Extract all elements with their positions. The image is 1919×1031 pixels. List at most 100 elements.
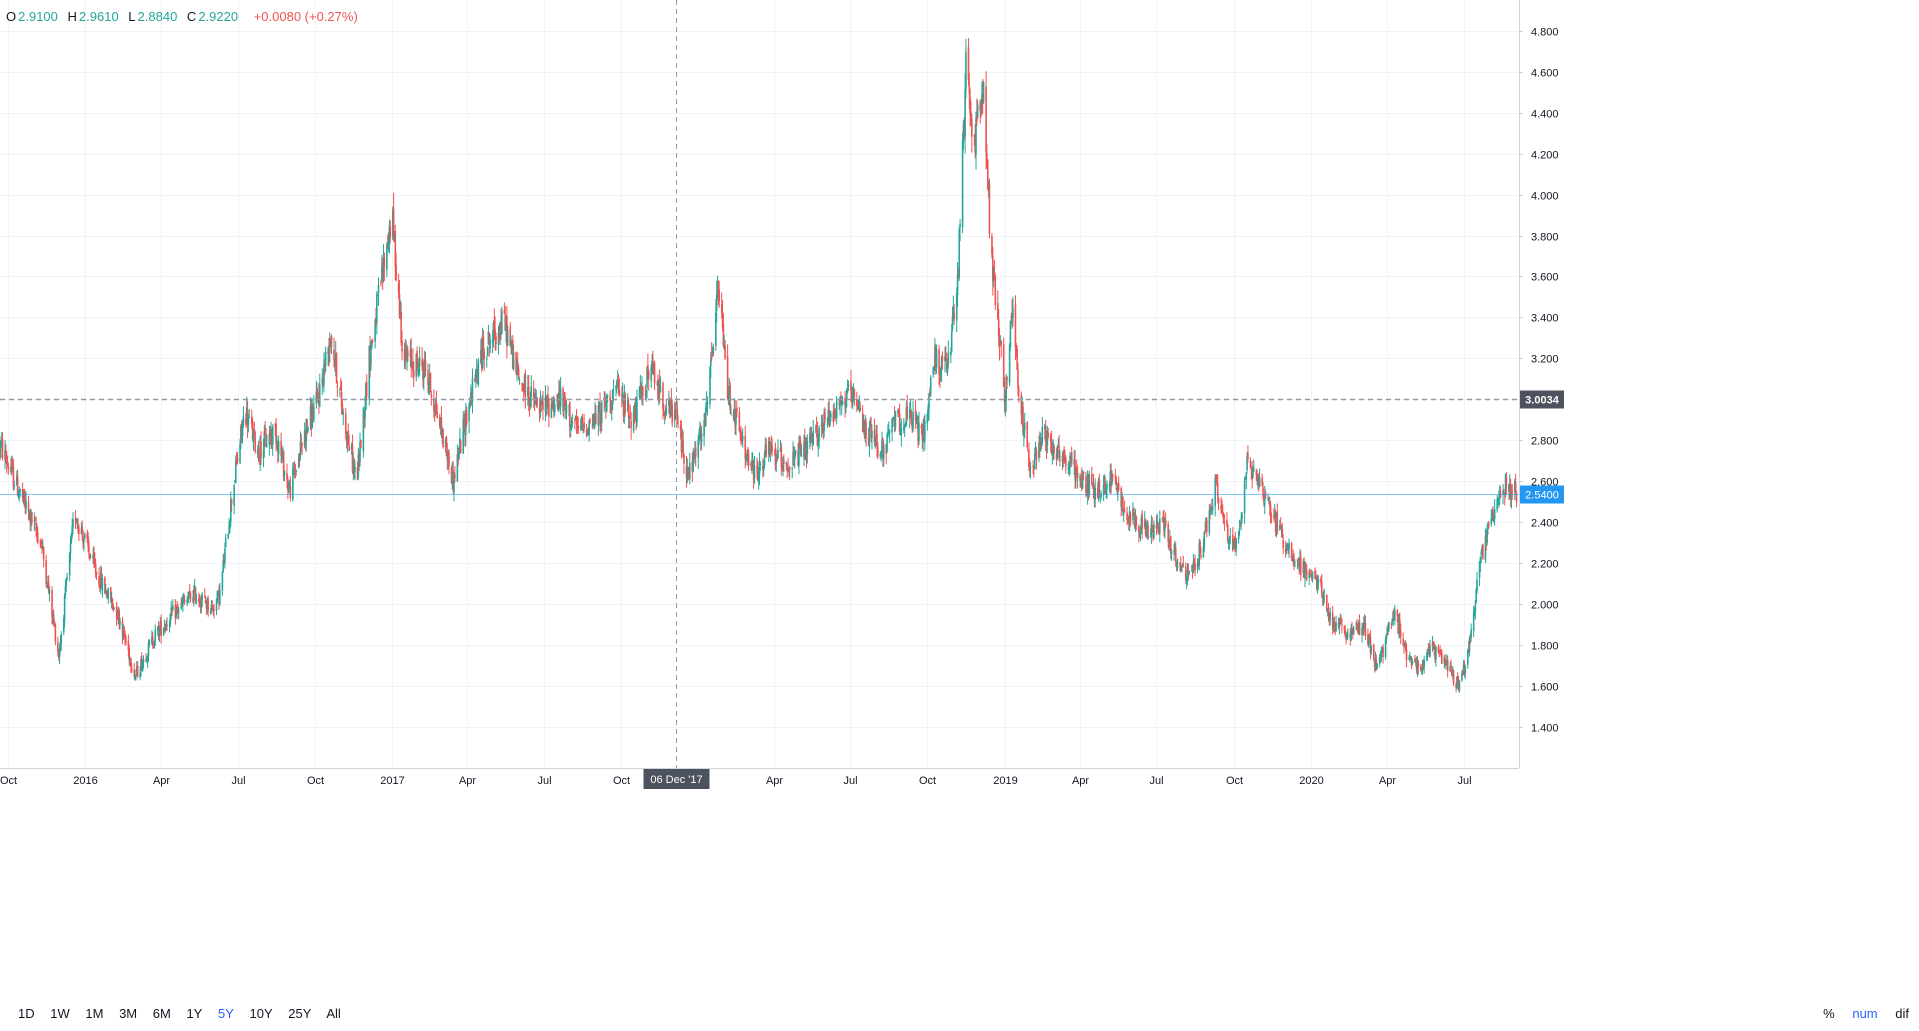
range-1w[interactable]: 1W [50, 1006, 70, 1021]
candle-body [1246, 455, 1248, 471]
candle-body [1129, 513, 1132, 522]
candle-body [1227, 540, 1230, 542]
candle-body [522, 387, 525, 393]
candle-body [908, 409, 911, 419]
time-axis[interactable]: Oct 2016 Apr Jul Oct 2017 Apr Jul Oct Apr Jul Oct 20… [0, 768, 1519, 790]
candle-body [517, 368, 520, 378]
candle-body [1286, 544, 1289, 547]
candle-body [262, 449, 265, 459]
candle-body [988, 184, 991, 234]
range-10y[interactable]: 10Y [249, 1006, 273, 1021]
candle-body [418, 357, 421, 366]
range-all[interactable]: All [326, 1006, 341, 1021]
range-6m[interactable]: 6M [152, 1006, 171, 1021]
range-5y[interactable]: 5Y [217, 1006, 234, 1021]
scale-percent[interactable]: % [1823, 1006, 1835, 1021]
candle-body [213, 608, 215, 611]
candle-body [1449, 666, 1451, 672]
candle-body [424, 359, 427, 372]
candle-body [921, 426, 924, 440]
candle-body [64, 586, 67, 595]
time-tick-label: Oct [307, 775, 324, 787]
candle-body [536, 398, 538, 406]
candle-body [741, 435, 744, 441]
candle-body [506, 315, 508, 346]
candle-body [165, 623, 167, 628]
range-1m[interactable]: 1M [85, 1006, 104, 1021]
candle-body [339, 388, 341, 390]
candle-body [345, 432, 348, 443]
range-1d[interactable]: 1D [18, 1006, 35, 1021]
candle-body [78, 526, 80, 534]
scale-num[interactable]: num [1852, 1006, 1878, 1021]
candle-body [28, 510, 31, 512]
candle-body [891, 418, 893, 433]
candle-body [979, 102, 982, 111]
candle-body [139, 672, 141, 677]
candle-body [1309, 569, 1311, 575]
candle-body [303, 430, 306, 446]
candle-body [951, 315, 954, 329]
candle-body [368, 345, 371, 400]
candle-body [1461, 672, 1464, 674]
candle-body [1188, 570, 1190, 574]
candle-body [967, 47, 970, 81]
candle-body [868, 426, 871, 447]
candle-body [647, 364, 649, 375]
candle-body [1310, 573, 1313, 579]
candle-body [1399, 629, 1402, 637]
candle-body [899, 432, 902, 435]
candle-body [1000, 341, 1002, 345]
candle-body [941, 356, 944, 361]
candle-body [440, 417, 443, 435]
candle-body [1380, 650, 1383, 658]
range-25y[interactable]: 25Y [288, 1006, 312, 1021]
candle-body [638, 387, 641, 398]
candle-body [211, 605, 214, 607]
candle-body [1032, 465, 1034, 467]
range-3m[interactable]: 3M [119, 1006, 138, 1021]
time-tick-label: Jul [537, 775, 551, 787]
candle-body [1232, 534, 1234, 551]
candle-body [545, 399, 548, 406]
candle-body [923, 424, 925, 439]
candle-body [867, 437, 870, 446]
candle-body [775, 461, 778, 464]
candle-body [677, 421, 679, 423]
candle-body [194, 587, 197, 603]
candle-body [301, 443, 303, 446]
candle-body [250, 416, 253, 424]
candle-body [1352, 628, 1355, 635]
candle-body [423, 359, 426, 369]
candle-body [1169, 535, 1172, 554]
candle-body [1190, 570, 1193, 572]
candle-body [1200, 555, 1202, 558]
scale-dif[interactable]: dif [1895, 1006, 1909, 1021]
candle-body [804, 439, 807, 459]
candle-body [1223, 520, 1226, 523]
candle-body [806, 441, 809, 455]
candle-body [839, 396, 841, 407]
candle-body [65, 580, 68, 586]
candle-body [798, 444, 800, 466]
candle-body [401, 340, 403, 352]
candle-body [1432, 641, 1435, 645]
price-tick-label: 4.000 [1531, 191, 1559, 203]
candle-body [417, 358, 419, 372]
candle-body [903, 426, 906, 428]
candle-body [593, 417, 595, 425]
candle-body [119, 621, 121, 625]
price-axis[interactable]: 1.4001.6001.8002.0002.2002.4002.6002.800… [1519, 0, 1919, 768]
candle-body [1109, 471, 1112, 488]
range-1y[interactable]: 1Y [186, 1006, 203, 1021]
candle-body [864, 420, 867, 437]
candle-body [558, 391, 560, 410]
candle-body [1404, 642, 1406, 647]
candle-body [786, 465, 788, 469]
candle-body [986, 154, 988, 158]
candle-body [917, 417, 919, 442]
candle-body [1267, 498, 1269, 501]
candle-body [904, 423, 907, 426]
candle-body [1198, 543, 1201, 566]
